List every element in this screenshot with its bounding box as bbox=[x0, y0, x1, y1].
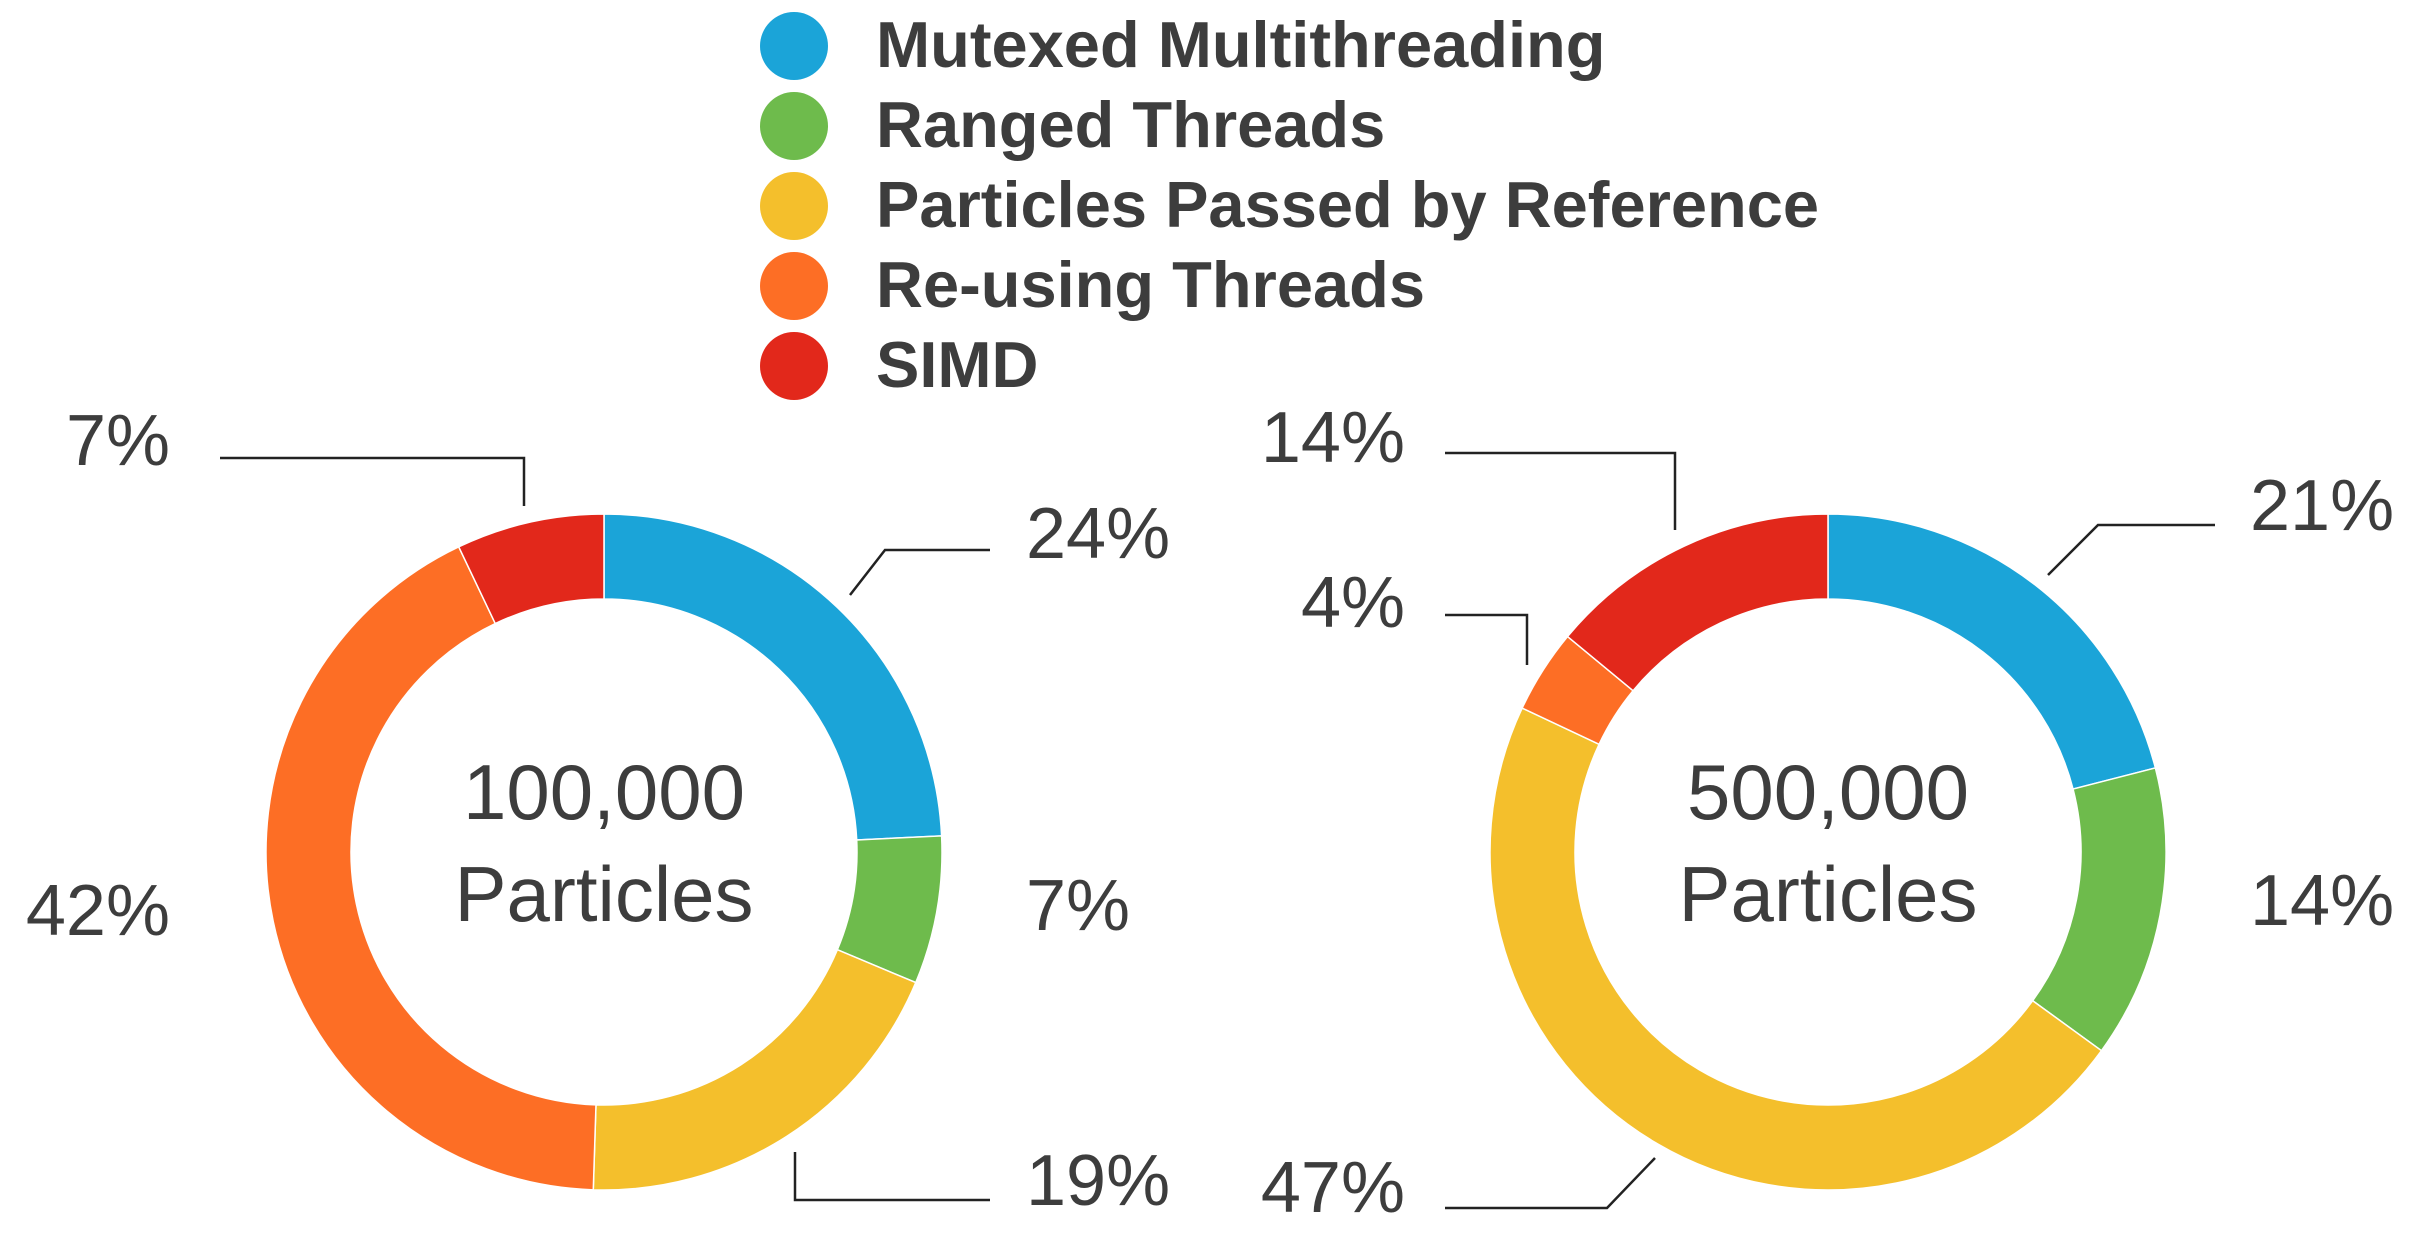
legend-swatch-particles-passed-by-reference bbox=[760, 172, 828, 240]
leader-line-simd bbox=[220, 456, 526, 506]
legend-swatch-ranged-threads bbox=[760, 92, 828, 160]
data-label-mutexed-multithreading: 24% bbox=[1026, 494, 1170, 574]
data-label-simd: 14% bbox=[1261, 398, 1405, 478]
center-label-line-1: 500,000 bbox=[1687, 748, 1969, 836]
slice-particles-passed-by-reference bbox=[592, 948, 917, 1191]
leader-line-particles-passed-by-reference bbox=[1445, 1157, 1656, 1210]
data-label-re-using-threads: 4% bbox=[1301, 563, 1405, 643]
legend-swatch-simd bbox=[760, 332, 828, 400]
data-label-mutexed-multithreading: 21% bbox=[2250, 466, 2394, 546]
leader-line-simd bbox=[1445, 451, 1677, 530]
donut-chart-100000: 24% 7% 19% 42% 7% 100,000 Particles bbox=[26, 401, 1170, 1221]
data-label-ranged-threads: 14% bbox=[2250, 861, 2394, 941]
leader-line-mutexed-multithreading bbox=[2047, 523, 2215, 576]
legend-label-mutexed-multithreading: Mutexed Multithreading bbox=[876, 8, 1606, 81]
slice-simd bbox=[457, 513, 605, 625]
leader-line-mutexed-multithreading bbox=[849, 548, 990, 596]
data-label-re-using-threads: 42% bbox=[26, 871, 170, 951]
slice-simd bbox=[1566, 513, 1829, 692]
data-label-particles-passed-by-reference: 19% bbox=[1026, 1141, 1170, 1221]
slice-ranged-threads bbox=[2031, 767, 2167, 1052]
legend-label-ranged-threads: Ranged Threads bbox=[876, 88, 1386, 161]
leader-line-particles-passed-by-reference bbox=[793, 1152, 990, 1202]
legend-swatch-re-using-threads bbox=[760, 252, 828, 320]
data-label-simd: 7% bbox=[66, 401, 170, 481]
legend-label-simd: SIMD bbox=[876, 328, 1039, 401]
center-label-line-1: 100,000 bbox=[463, 748, 745, 836]
slice-re-using-threads bbox=[265, 545, 597, 1191]
donut-chart-500000: 21% 14% 47% 4% 14% 500,000 Particles bbox=[1261, 398, 2394, 1228]
data-label-ranged-threads: 7% bbox=[1026, 866, 1130, 946]
legend-swatch-mutexed-multithreading bbox=[760, 12, 828, 80]
leader-line-re-using-threads bbox=[1445, 613, 1529, 665]
data-label-particles-passed-by-reference: 47% bbox=[1261, 1148, 1405, 1228]
legend-label-re-using-threads: Re-using Threads bbox=[876, 248, 1425, 321]
slice-particles-passed-by-reference bbox=[1489, 707, 2103, 1191]
center-label-line-2: Particles bbox=[1678, 850, 1977, 938]
center-label-line-2: Particles bbox=[454, 850, 753, 938]
legend-label-particles-passed-by-reference: Particles Passed by Reference bbox=[876, 168, 1820, 241]
